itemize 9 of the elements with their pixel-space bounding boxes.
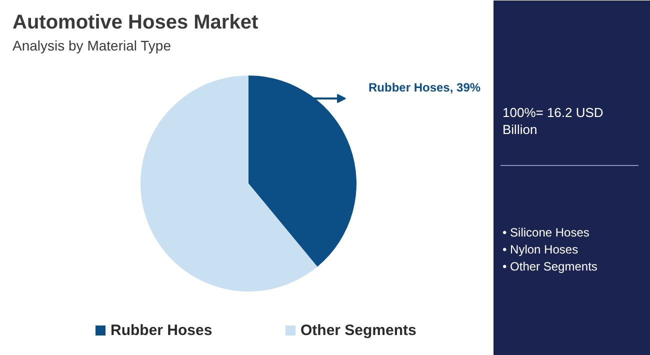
text: 100%= 16.2 USD Billion [502,105,604,137]
chart-title: Automotive Hoses Market [12,12,258,34]
text: • Silicone Hoses [502,226,590,240]
legend-label: Rubber Hoses [110,322,212,339]
text: • Nylon Hoses [502,242,578,256]
legend-label: Other Segments [300,322,416,339]
data-label: Rubber Hoses, 39% [368,80,481,94]
text: • Other Segments [502,260,598,274]
chart-subtitle: Analysis by Material Type [12,38,172,54]
